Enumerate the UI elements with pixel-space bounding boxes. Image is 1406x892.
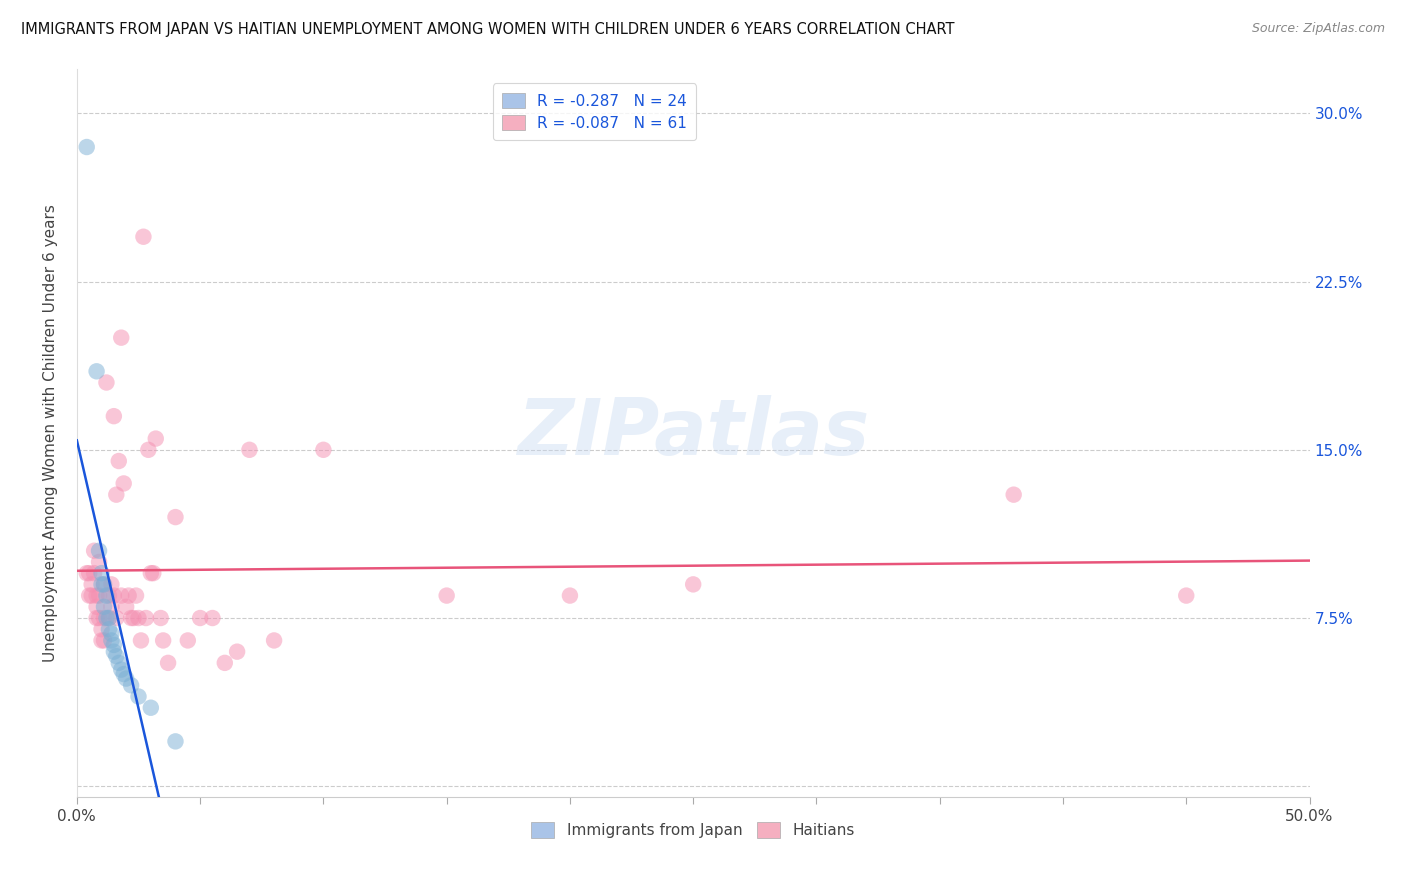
Point (112, 476, 135, 491)
Point (165, 510, 187, 524)
Point (132, 229, 155, 244)
Point (263, 633, 285, 648)
Point (436, 589, 458, 603)
Point (138, 442, 160, 457)
Point (214, 656, 236, 670)
Point (103, 638, 125, 652)
Point (87, 555, 110, 569)
Point (157, 656, 180, 670)
Point (87, 611, 110, 625)
Text: IMMIGRANTS FROM JAPAN VS HAITIAN UNEMPLOYMENT AMONG WOMEN WITH CHILDREN UNDER 6 : IMMIGRANTS FROM JAPAN VS HAITIAN UNEMPLO… (21, 22, 955, 37)
Point (105, 649, 128, 664)
Y-axis label: Unemployment Among Women with Children Under 6 years: Unemployment Among Women with Children U… (44, 204, 58, 662)
Point (112, 667, 135, 681)
Point (97, 589, 120, 603)
Point (83, 566, 105, 581)
Point (120, 678, 142, 692)
Point (558, 589, 581, 603)
Point (107, 454, 129, 468)
Point (90, 622, 112, 636)
Point (93, 577, 115, 591)
Point (105, 488, 128, 502)
Point (77, 566, 100, 581)
Point (96, 589, 118, 603)
Point (100, 577, 122, 591)
Point (80, 577, 103, 591)
Point (86, 599, 108, 614)
Point (93, 599, 115, 614)
Point (120, 611, 142, 625)
Point (100, 599, 122, 614)
Point (125, 589, 148, 603)
Point (115, 599, 138, 614)
Point (165, 734, 187, 748)
Point (97, 622, 120, 636)
Point (128, 611, 150, 625)
Point (96, 611, 118, 625)
Point (149, 611, 172, 625)
Point (129, 633, 152, 648)
Point (682, 577, 704, 591)
Point (97, 611, 120, 625)
Point (1002, 488, 1025, 502)
Point (86, 364, 108, 378)
Point (86, 589, 108, 603)
Point (103, 409, 125, 424)
Point (110, 589, 132, 603)
Point (188, 611, 211, 625)
Point (238, 442, 260, 457)
Point (90, 633, 112, 648)
Point (90, 566, 112, 581)
Point (103, 645, 125, 659)
Point (117, 589, 139, 603)
Point (128, 690, 150, 704)
Point (142, 566, 165, 581)
Point (107, 656, 129, 670)
Point (87, 589, 110, 603)
Point (139, 566, 162, 581)
Point (93, 633, 115, 648)
Point (135, 611, 157, 625)
Point (226, 645, 249, 659)
Point (152, 633, 174, 648)
Point (103, 589, 125, 603)
Point (100, 626, 122, 640)
Point (100, 633, 122, 648)
Point (97, 611, 120, 625)
Point (90, 577, 112, 591)
Point (110, 663, 132, 677)
Point (312, 442, 335, 457)
Point (139, 700, 162, 714)
Point (93, 611, 115, 625)
Point (77, 589, 100, 603)
Point (201, 611, 224, 625)
Point (83, 543, 105, 558)
Point (105, 611, 128, 625)
Legend: Immigrants from Japan, Haitians: Immigrants from Japan, Haitians (526, 816, 860, 845)
Point (122, 611, 145, 625)
Point (110, 331, 132, 345)
Point (115, 672, 138, 686)
Point (76, 566, 98, 581)
Point (93, 577, 115, 591)
Point (80, 589, 103, 603)
Point (96, 376, 118, 390)
Text: Source: ZipAtlas.com: Source: ZipAtlas.com (1251, 22, 1385, 36)
Point (87, 543, 110, 558)
Point (177, 633, 200, 648)
Point (1175, 589, 1198, 603)
Point (86, 611, 108, 625)
Point (76, 140, 98, 154)
Point (145, 432, 167, 446)
Text: ZIPatlas: ZIPatlas (517, 395, 869, 471)
